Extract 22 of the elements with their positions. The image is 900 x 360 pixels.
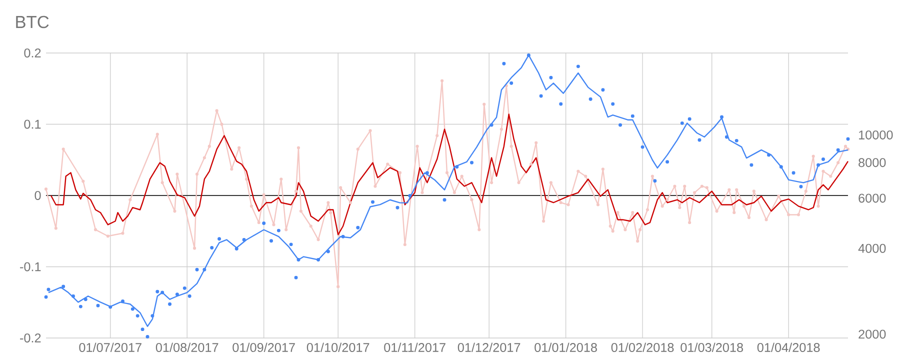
chart-title: BTC xyxy=(16,16,49,28)
x-tick-label: 01/07/2017 xyxy=(79,342,142,352)
x-tick-label: 01/03/2018 xyxy=(680,342,743,352)
y-tick-label: 0.2 xyxy=(24,48,41,58)
y-tick-label: -0.2 xyxy=(20,334,41,342)
y-tick-label: -0.1 xyxy=(20,262,41,272)
x-tick-label: 01/08/2017 xyxy=(156,342,218,352)
y2-tick-label: 8000 xyxy=(858,158,886,168)
y2-tick-label: 2000 xyxy=(858,330,886,339)
x-tick-label: 01/10/2017 xyxy=(306,342,370,352)
x-tick-label: 01/04/2018 xyxy=(757,342,820,352)
y2-tick-label: 10000 xyxy=(859,130,893,140)
x-tick-label: 01/01/2018 xyxy=(534,342,597,352)
y2-tick-label: 4000 xyxy=(858,244,886,253)
x-tick-label: 01/11/2017 xyxy=(384,342,446,352)
x-tick-label: 01/12/2017 xyxy=(458,342,520,352)
x-tick-label: 01/02/2018 xyxy=(611,342,674,352)
y-tick-label: 0 xyxy=(34,191,41,200)
y2-tick-label: 6000 xyxy=(858,194,886,203)
line-series xyxy=(50,114,849,236)
x-tick-label: 01/09/2017 xyxy=(232,342,295,352)
y-tick-label: 0.1 xyxy=(24,120,41,129)
